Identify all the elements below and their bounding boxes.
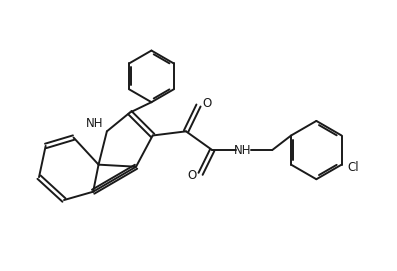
Text: O: O	[202, 97, 212, 110]
Text: Cl: Cl	[347, 162, 358, 175]
Text: NH: NH	[86, 117, 103, 130]
Text: NH: NH	[234, 144, 252, 157]
Text: O: O	[187, 169, 197, 182]
